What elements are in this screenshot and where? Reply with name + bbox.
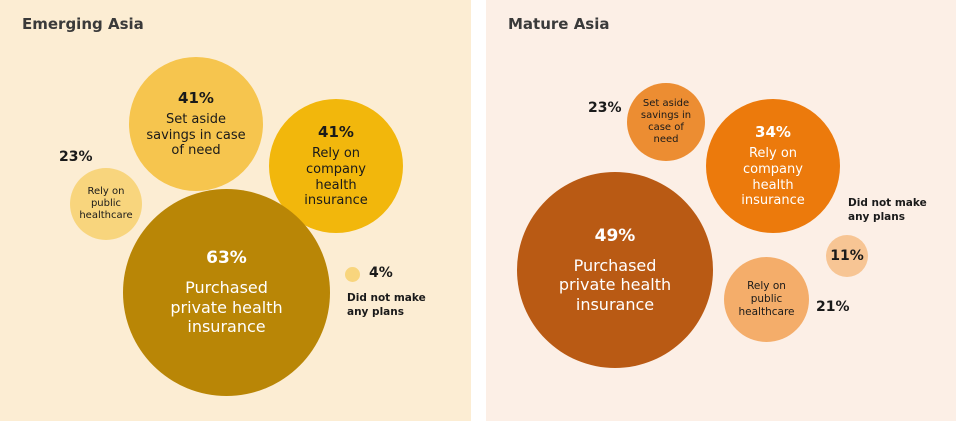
emerging-company-label-3: health bbox=[315, 177, 357, 193]
emerging-no-plans-label: Did not make any plans bbox=[347, 292, 426, 319]
emerging-no-plans-pct: 4% bbox=[369, 265, 393, 281]
mature-public-label-2: public bbox=[750, 293, 783, 306]
mature-no-plans-label-2: any plans bbox=[848, 210, 905, 223]
emerging-public-label-1: Rely on bbox=[87, 185, 125, 197]
emerging-savings-label-3: of need bbox=[171, 143, 221, 159]
mature-no-plans-bubble: 11% bbox=[826, 235, 868, 277]
mature-no-plans-pct: 11% bbox=[830, 248, 864, 264]
emerging-savings-label-2: savings in case bbox=[146, 127, 246, 143]
emerging-public-label-2: public bbox=[90, 197, 122, 209]
emerging-private-label-3: insurance bbox=[187, 317, 266, 337]
emerging-public-pct: 23% bbox=[59, 149, 93, 165]
emerging-asia-title: Emerging Asia bbox=[22, 15, 144, 33]
emerging-company-pct: 41% bbox=[318, 122, 354, 141]
mature-company-label-1: Rely on bbox=[748, 145, 798, 161]
emerging-company-label-4: insurance bbox=[304, 193, 368, 209]
emerging-savings-pct: 41% bbox=[178, 88, 214, 107]
emerging-public-bubble: Rely on public healthcare bbox=[70, 168, 142, 240]
emerging-savings-bubble: 41% Set aside savings in case of need bbox=[129, 57, 263, 191]
mature-company-label-2: company bbox=[743, 161, 803, 177]
emerging-private-label-2: private health bbox=[170, 297, 283, 317]
emerging-no-plans-label-1: Did not make bbox=[347, 292, 426, 304]
mature-public-bubble: Rely on public healthcare bbox=[724, 257, 809, 342]
emerging-no-plans-bubble bbox=[345, 267, 360, 282]
mature-company-pct: 34% bbox=[755, 122, 791, 141]
emerging-no-plans-label-2: any plans bbox=[347, 305, 404, 318]
mature-public-pct: 21% bbox=[816, 299, 850, 315]
emerging-public-label-3: healthcare bbox=[79, 210, 133, 222]
mature-asia-title: Mature Asia bbox=[508, 15, 610, 33]
mature-savings-pct: 23% bbox=[588, 100, 622, 116]
mature-savings-label-2: savings in bbox=[640, 109, 692, 121]
emerging-company-label-1: Rely on bbox=[311, 145, 361, 161]
emerging-company-bubble: 41% Rely on company health insurance bbox=[269, 99, 403, 233]
mature-public-label-3: healthcare bbox=[738, 305, 795, 318]
mature-company-label-4: insurance bbox=[741, 193, 805, 209]
mature-asia-panel: Mature Asia Set aside savings in case of… bbox=[486, 0, 956, 421]
emerging-asia-panel: Emerging Asia 41% Set aside savings in c… bbox=[0, 0, 471, 421]
mature-savings-label-4: need bbox=[653, 134, 679, 146]
mature-private-label-1: Purchased bbox=[573, 255, 657, 275]
mature-savings-label-1: Set aside bbox=[642, 97, 690, 109]
mature-savings-bubble: Set aside savings in case of need bbox=[627, 83, 705, 161]
emerging-private-label-1: Purchased bbox=[185, 278, 268, 298]
mature-private-label-3: insurance bbox=[575, 294, 655, 314]
emerging-private-bubble: 63% Purchased private health insurance bbox=[123, 189, 330, 396]
mature-company-label-3: health bbox=[752, 177, 794, 193]
emerging-savings-label-1: Set aside bbox=[165, 111, 227, 127]
emerging-private-pct: 63% bbox=[206, 248, 247, 269]
emerging-company-label-2: company bbox=[306, 161, 366, 177]
mature-company-bubble: 34% Rely on company health insurance bbox=[706, 99, 840, 233]
mature-private-pct: 49% bbox=[594, 225, 636, 246]
mature-private-label-2: private health bbox=[558, 275, 672, 295]
mature-no-plans-label-1: Did not make bbox=[848, 197, 927, 209]
mature-no-plans-label: Did not make any plans bbox=[848, 197, 927, 224]
mature-public-label-1: Rely on bbox=[747, 280, 786, 293]
mature-savings-label-3: case of bbox=[648, 122, 684, 133]
mature-private-bubble: 49% Purchased private health insurance bbox=[517, 172, 713, 368]
